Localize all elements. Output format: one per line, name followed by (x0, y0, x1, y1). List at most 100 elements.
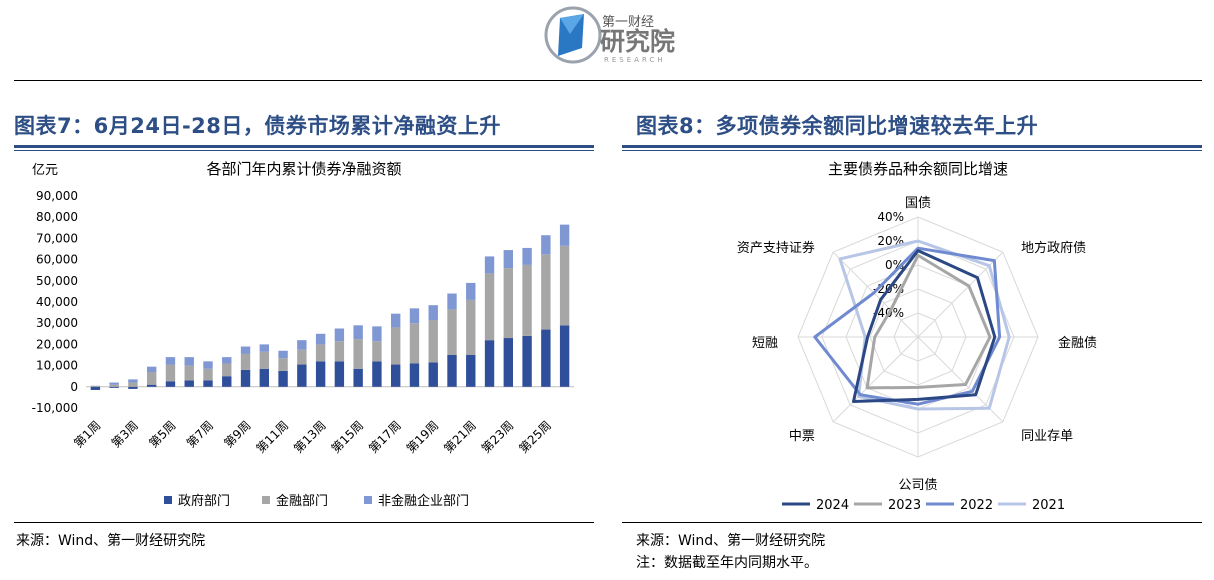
bar-segment (391, 327, 401, 365)
radar-axis-label: 中票 (789, 429, 815, 444)
x-tick-label: 第5周 (146, 418, 178, 450)
right-panel-title: 图表8：多项债券余额同比增速较去年上升 (636, 114, 1039, 138)
bar-segment (128, 379, 138, 383)
left-title-rule-thin (14, 150, 594, 151)
right-title-rule-thin (622, 150, 1202, 151)
bar-segment (222, 357, 232, 364)
bar-segment (353, 368, 363, 387)
bar-segment (222, 363, 232, 377)
radar-spoke (832, 251, 919, 338)
bar-segment (353, 339, 363, 369)
bar-segment (334, 341, 345, 362)
right-title-rule (622, 145, 1202, 148)
bar-segment (297, 349, 307, 365)
header-divider (14, 80, 1202, 81)
bar-segment (184, 357, 194, 366)
bar-segment (240, 369, 251, 387)
bar-segment (240, 353, 251, 370)
radar-axis-label: 金融债 (1058, 335, 1097, 351)
bar-segment (203, 368, 213, 381)
legend-label: 2024 (816, 498, 849, 513)
x-tick-label: 第21周 (441, 418, 479, 456)
legend-label: 政府部门 (178, 494, 230, 509)
y-tick-label: 60,000 (36, 253, 78, 267)
x-tick-label: 第1周 (71, 418, 103, 450)
bar-segment (128, 386, 138, 389)
legend-swatch (364, 496, 372, 504)
bar-segment (278, 350, 288, 359)
legend-label: 2023 (888, 498, 921, 513)
bar-segment (466, 282, 476, 300)
right-source: 来源：Wind、第一财经研究院 (636, 533, 826, 549)
bar-segment (278, 358, 288, 371)
bar-segment (466, 299, 476, 355)
bar-segment (165, 357, 176, 365)
bar-segment (447, 293, 457, 310)
y-tick-label: 80,000 (36, 210, 78, 224)
x-tick-label: 第3周 (109, 418, 141, 450)
y-tick-label: 0 (70, 380, 78, 394)
bar-segment (466, 355, 476, 387)
bar-segment (203, 380, 213, 387)
radar-series-line (865, 253, 992, 390)
x-tick-label: 第11周 (254, 418, 292, 456)
radar-axis-label: 资产支持证券 (737, 240, 815, 256)
logo-line3: RESEARCH (604, 56, 666, 64)
y-tick-label: 30,000 (36, 316, 78, 330)
bar-segment (297, 340, 307, 350)
legend-label: 金融部门 (276, 493, 328, 509)
x-tick-label: 第23周 (479, 418, 517, 456)
bar-segment (203, 361, 213, 369)
y-tick-label: 70,000 (36, 231, 78, 245)
bar-segment (409, 363, 420, 387)
bar-segment (559, 325, 570, 387)
bar-segment (90, 386, 101, 390)
bar-segment (559, 224, 570, 246)
x-tick-label: 第17周 (366, 418, 404, 456)
y-tick-label: 10,000 (36, 359, 78, 373)
bar-segment (484, 273, 495, 341)
bar-segment (259, 351, 269, 369)
radar-chart: 主要债券品种余额同比增速40%20%0%-20%-40%国债地方政府债金融债同业… (737, 160, 1097, 513)
y-tick-label: 90,000 (36, 189, 78, 203)
left-source-rule (14, 522, 594, 523)
legend-label: 非金融企业部门 (378, 493, 469, 509)
bar-segment (259, 368, 269, 387)
radar-series-line (852, 249, 997, 403)
radar-spoke (832, 336, 919, 423)
bar-segment (428, 305, 438, 321)
bar-segment (147, 371, 157, 385)
x-tick-label: 第15周 (329, 418, 367, 456)
bar-segment (109, 386, 119, 388)
bar-segment (259, 344, 269, 352)
y-tick-label: -10,000 (32, 401, 78, 415)
radar-axis-label: 地方政府债 (1021, 240, 1086, 256)
x-tick-label: 第19周 (404, 418, 442, 456)
bar-segment (147, 366, 157, 372)
bar-segment (541, 235, 551, 255)
radar-axis-label: 公司债 (898, 478, 937, 493)
radar-series-line (813, 246, 1002, 406)
bar-segment (503, 268, 513, 339)
bar-segment (522, 247, 532, 265)
left-title-rule (14, 145, 594, 148)
radar-axis-label: 短融 (752, 336, 778, 351)
bar-chart-title: 各部门年内累计债券净融资额 (206, 160, 401, 178)
bar-segment (503, 338, 513, 387)
x-tick-label: 第13周 (291, 418, 329, 456)
right-note: 注：数据截至年内同期水平。 (636, 555, 818, 571)
bar-chart: 各部门年内累计债券净融资额 亿元 -10,000 0 10,000 20,000 30,00… (32, 160, 574, 509)
bar-segment (222, 376, 232, 387)
bar-segment (109, 384, 119, 387)
logo-line1: 第一财经 (602, 15, 654, 30)
bar-segment (447, 355, 457, 387)
bar-segment (240, 346, 251, 354)
radar-tick-label: 40% (877, 210, 904, 224)
y-tick-label: 20,000 (36, 337, 78, 351)
logo-line2: 研究院 (600, 27, 675, 56)
bar-segment (165, 364, 176, 382)
bar-chart-unit-label: 亿元 (32, 163, 58, 178)
radar-axis-label: 国债 (905, 196, 931, 211)
bar-segment (184, 380, 194, 387)
bar-segment (90, 385, 101, 387)
